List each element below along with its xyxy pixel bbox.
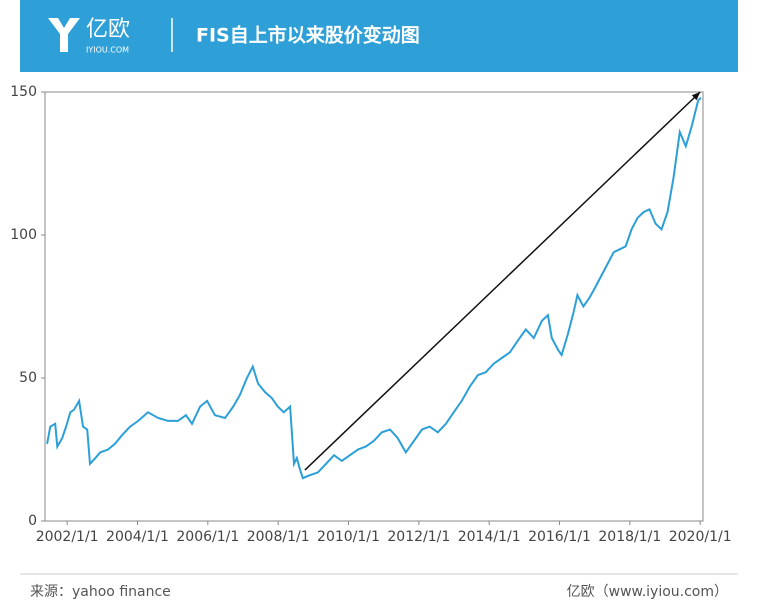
y-tick-label: 150 [10,84,37,100]
x-tick-label: 2014/1/1 [458,529,521,545]
x-tick-label: 2012/1/1 [387,529,450,545]
x-tick-label: 2004/1/1 [106,529,169,545]
x-tick-label: 2010/1/1 [317,529,380,545]
brand: 亿欧（www.iyiou.com） [567,584,728,600]
x-tick-label: 2006/1/1 [176,529,239,545]
logo-icon [48,18,80,52]
y-tick-label: 50 [19,370,37,386]
arrow-head [691,92,701,101]
logo-sub: IYIOU.COM [86,46,129,55]
header-band [20,0,738,72]
x-tick-label: 2002/1/1 [36,529,99,545]
x-tick-label: 2008/1/1 [247,529,310,545]
y-tick-label: 100 [10,227,37,243]
price-line [46,97,702,480]
x-tick-label: 2016/1/1 [528,529,591,545]
source: 来源：yahoo finance [30,584,171,600]
chart-title: FIS自上市以来股价变动图 [196,24,420,47]
x-tick-label: 2020/1/1 [669,529,732,545]
x-tick-label: 2018/1/1 [598,529,661,545]
trend-arrow [304,91,701,471]
y-tick-label: 0 [28,513,37,529]
logo-text: 亿欧 [86,17,130,42]
plot-frame [44,91,704,522]
